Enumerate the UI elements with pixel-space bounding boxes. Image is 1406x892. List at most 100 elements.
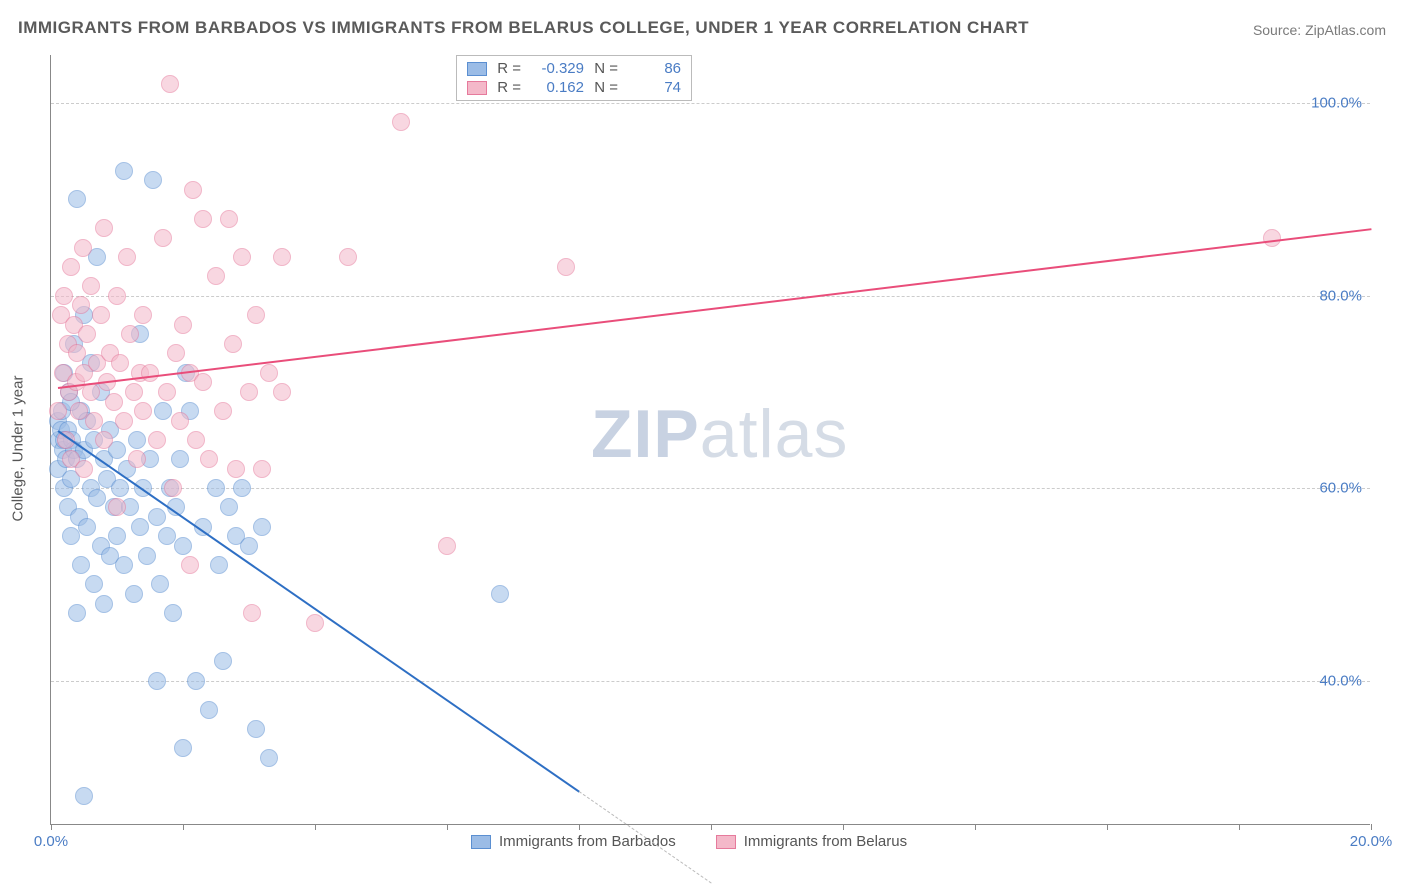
y-tick-label: 80.0% [1319,287,1362,304]
stats-row-barbados: R = -0.329 N = 86 [467,59,681,78]
scatter-point [273,383,291,401]
scatter-point [125,585,143,603]
watermark-logo: ZIPatlas [591,395,848,473]
scatter-point [214,402,232,420]
legend-item-belarus: Immigrants from Belarus [716,833,907,850]
scatter-point [148,508,166,526]
scatter-point [78,325,96,343]
scatter-point [171,450,189,468]
n-value-belarus: 74 [626,79,681,96]
scatter-point [72,296,90,314]
scatter-point [88,489,106,507]
n-label: N = [592,60,618,77]
swatch-barbados [471,835,491,849]
scatter-point [214,652,232,670]
scatter-point [273,248,291,266]
scatter-point [1263,229,1281,247]
scatter-point [339,248,357,266]
scatter-point [148,672,166,690]
scatter-point [207,267,225,285]
scatter-point [184,181,202,199]
n-value-barbados: 86 [626,60,681,77]
scatter-point [187,672,205,690]
gridline [51,296,1370,297]
scatter-point [111,354,129,372]
scatter-point [194,210,212,228]
scatter-point [128,431,146,449]
source-link[interactable]: ZipAtlas.com [1305,22,1386,38]
y-tick-label: 60.0% [1319,480,1362,497]
swatch-belarus [467,81,487,95]
scatter-point [174,316,192,334]
scatter-point [134,306,152,324]
swatch-belarus [716,835,736,849]
scatter-point [227,460,245,478]
scatter-point [392,113,410,131]
scatter-point [158,527,176,545]
scatter-point [62,258,80,276]
scatter-point [167,344,185,362]
scatter-point [49,402,67,420]
scatter-point [243,604,261,622]
x-tick-label: 20.0% [1350,833,1393,850]
trend-line [57,431,580,794]
scatter-point [128,450,146,468]
scatter-point [111,479,129,497]
legend-item-barbados: Immigrants from Barbados [471,833,676,850]
scatter-point [75,460,93,478]
scatter-point [240,537,258,555]
scatter-point [85,412,103,430]
gridline [51,103,1370,104]
scatter-point [68,604,86,622]
scatter-point [306,614,324,632]
scatter-point [233,479,251,497]
scatter-point [174,537,192,555]
scatter-point [253,460,271,478]
source-credit: Source: ZipAtlas.com [1253,22,1386,38]
r-value-belarus: 0.162 [529,79,584,96]
scatter-point [115,162,133,180]
scatter-point [141,364,159,382]
scatter-point [108,527,126,545]
x-minor-tick [447,824,448,830]
scatter-point [75,787,93,805]
scatter-point [187,431,205,449]
scatter-point [171,412,189,430]
x-minor-tick [843,824,844,830]
scatter-point [131,518,149,536]
chart-plot-area: ZIPatlas R = -0.329 N = 86 R = 0.162 N =… [50,55,1370,825]
scatter-point [260,364,278,382]
x-minor-tick [975,824,976,830]
x-minor-tick [579,824,580,830]
scatter-point [95,219,113,237]
scatter-point [200,701,218,719]
scatter-point [161,75,179,93]
scatter-point [78,518,96,536]
scatter-point [82,277,100,295]
x-minor-tick [1107,824,1108,830]
scatter-point [154,402,172,420]
x-minor-tick [711,824,712,830]
scatter-point [220,210,238,228]
scatter-point [557,258,575,276]
scatter-point [210,556,228,574]
scatter-point [491,585,509,603]
scatter-point [118,248,136,266]
scatter-point [207,479,225,497]
scatter-point [68,344,86,362]
r-label: R = [495,60,521,77]
scatter-point [247,720,265,738]
scatter-point [438,537,456,555]
stats-row-belarus: R = 0.162 N = 74 [467,78,681,97]
scatter-point [164,604,182,622]
scatter-point [154,229,172,247]
y-tick-label: 100.0% [1311,95,1362,112]
scatter-point [55,287,73,305]
n-label: N = [592,79,618,96]
legend-label-belarus: Immigrants from Belarus [744,833,907,850]
scatter-point [138,547,156,565]
r-value-barbados: -0.329 [529,60,584,77]
scatter-point [95,595,113,613]
scatter-point [72,556,90,574]
scatter-point [134,402,152,420]
